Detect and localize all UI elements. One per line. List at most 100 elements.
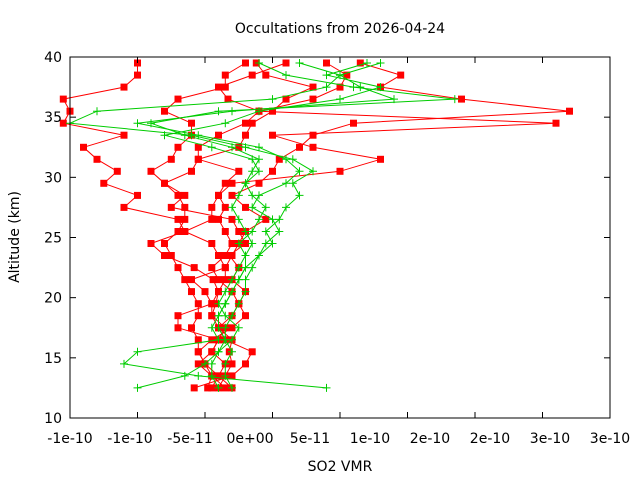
data-point <box>215 288 222 296</box>
data-point <box>214 299 223 308</box>
data-point <box>261 227 270 236</box>
data-point <box>214 311 223 320</box>
series-square <box>59 59 573 392</box>
y-tick-label: 15 <box>44 351 62 367</box>
data-point <box>228 179 236 187</box>
data-point <box>261 239 270 248</box>
data-point <box>242 312 249 320</box>
data-point <box>208 312 216 320</box>
data-point <box>194 143 202 151</box>
y-tick-label: 40 <box>44 50 62 66</box>
data-point <box>120 131 128 139</box>
data-point <box>295 167 304 176</box>
data-point <box>194 155 202 163</box>
data-point <box>100 179 108 187</box>
data-point <box>349 83 358 92</box>
data-point <box>261 203 270 212</box>
data-point <box>113 167 121 175</box>
data-point <box>221 359 230 368</box>
chart-title: Occultations from 2026-04-24 <box>235 21 445 37</box>
data-point <box>215 276 222 284</box>
data-point <box>234 215 243 224</box>
data-point <box>241 227 250 236</box>
data-point <box>343 71 351 79</box>
data-point <box>309 167 317 176</box>
profile-line <box>197 62 570 389</box>
y-axis-label: Altitude (km) <box>7 191 23 283</box>
data-point <box>275 215 284 224</box>
data-point <box>296 143 303 151</box>
data-point <box>268 239 277 248</box>
data-point <box>194 348 202 356</box>
data-point <box>295 191 304 200</box>
data-point <box>566 107 573 115</box>
data-point <box>255 251 263 260</box>
data-point <box>221 203 229 211</box>
data-point <box>241 179 250 188</box>
data-point <box>228 347 236 356</box>
data-point <box>160 131 169 140</box>
plot-frame <box>69 56 611 419</box>
data-point <box>194 131 203 140</box>
data-point <box>208 203 216 211</box>
data-point <box>161 179 168 187</box>
data-point <box>295 59 304 67</box>
data-point <box>228 324 236 332</box>
data-point <box>208 215 216 223</box>
data-point <box>201 359 209 368</box>
data-point <box>248 263 257 272</box>
data-point <box>161 252 168 259</box>
data-point <box>241 275 250 284</box>
data-point <box>228 275 236 284</box>
data-point <box>215 215 222 223</box>
data-point <box>204 384 212 392</box>
data-point <box>235 228 243 235</box>
data-point <box>93 155 101 163</box>
data-point <box>309 95 317 103</box>
data-point <box>201 288 209 296</box>
data-point <box>188 324 195 332</box>
data-point <box>174 312 182 320</box>
data-point <box>208 240 216 247</box>
data-point <box>248 203 257 212</box>
data-point <box>167 252 175 259</box>
data-point <box>194 371 203 380</box>
data-point <box>262 215 270 223</box>
data-point <box>228 335 236 344</box>
data-point <box>275 155 283 163</box>
data-point <box>134 71 141 79</box>
y-tick-label: 10 <box>44 411 62 427</box>
profile-line <box>163 62 348 389</box>
data-point <box>242 119 249 127</box>
data-point <box>120 203 128 211</box>
data-point <box>194 300 202 308</box>
y-tick-label: 30 <box>44 170 62 186</box>
data-point <box>80 143 87 151</box>
data-point <box>262 71 270 79</box>
data-point <box>269 167 276 175</box>
y-tick-label: 35 <box>44 110 62 126</box>
data-point <box>214 107 223 116</box>
data-point <box>181 276 189 284</box>
data-point <box>180 131 189 140</box>
data-point <box>221 252 229 259</box>
data-point <box>214 347 223 356</box>
data-point <box>228 240 236 247</box>
data-point <box>209 276 217 284</box>
y-tick-label: 25 <box>44 231 62 247</box>
data-point <box>181 215 189 223</box>
x-tick-label: 3e-10 <box>530 431 570 447</box>
data-point <box>248 227 257 236</box>
data-point <box>59 95 67 103</box>
data-point <box>336 95 344 104</box>
data-point <box>214 383 223 392</box>
data-point <box>215 191 222 199</box>
data-point <box>194 312 202 320</box>
data-point <box>255 59 263 67</box>
data-point <box>194 336 202 344</box>
data-point <box>228 360 236 368</box>
data-point <box>268 215 277 224</box>
data-point <box>221 228 229 235</box>
data-point <box>322 383 331 392</box>
data-point <box>269 107 276 115</box>
